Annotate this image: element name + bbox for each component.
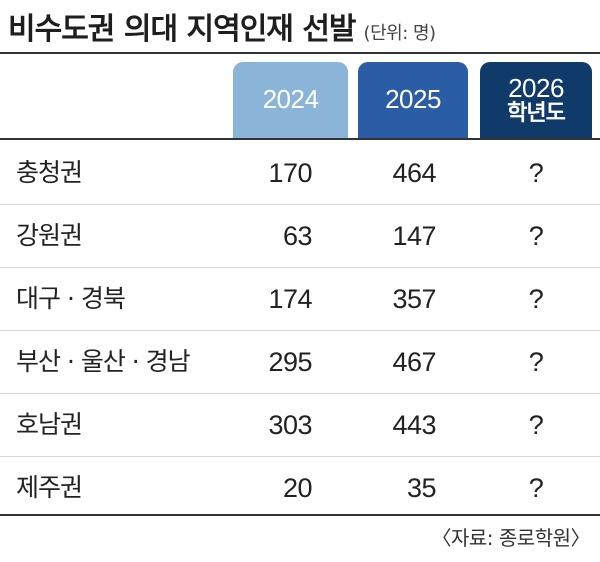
value-2024: 20 [282,473,313,503]
value-2024: 295 [268,347,312,377]
value-2026: ? [528,347,544,377]
value-2024: 63 [282,221,313,251]
unit-label: (단위: 명) [363,23,437,44]
header-divider [0,138,600,140]
table-title: 비수도권 의대 지역인재 선발 [8,12,357,47]
region-label: 호남권 [16,410,83,439]
table-row: 대구 · 경북 174 357 ? [0,268,600,331]
column-sub-2026: 학년도 [507,101,566,127]
region-label: 부산 · 울산 · 경남 [16,347,191,376]
value-2025: 464 [392,158,436,188]
value-2025: 357 [392,284,436,314]
column-year-2025: 2025 [385,84,441,115]
value-2026: ? [528,158,544,188]
bottom-divider [0,514,600,516]
column-header-2024: 2024 [233,62,348,138]
value-2025: 35 [406,473,437,503]
value-2025: 467 [392,347,436,377]
region-label: 대구 · 경북 [16,284,126,313]
value-2026: ? [528,221,544,251]
value-2026: ? [528,284,544,314]
table-row: 제주권 20 35 ? [0,457,600,519]
value-2024: 303 [268,410,312,440]
value-2024: 174 [268,284,312,314]
value-2024: 170 [268,158,312,188]
column-year-2026: 2026 [508,72,564,103]
column-year-2024: 2024 [262,84,319,115]
table-row: 호남권 303 443 ? [0,394,600,457]
table-body: 충청권 170 464 ? 강원권 63 147 ? 대구 · 경북 174 3… [0,142,600,519]
region-label: 강원권 [16,221,83,250]
table-row: 충청권 170 464 ? [0,142,600,205]
top-divider [0,52,600,54]
region-label: 충청권 [16,158,83,187]
value-2025: 147 [392,221,436,251]
source-note: 〈자료: 종로학원〉 [431,526,591,550]
title-row: 비수도권 의대 지역인재 선발 (단위: 명) [8,4,436,48]
value-2026: ? [528,410,544,440]
column-header-2025: 2025 [358,62,468,138]
table-row: 부산 · 울산 · 경남 295 467 ? [0,331,600,394]
value-2025: 443 [392,410,436,440]
region-label: 제주권 [16,473,83,502]
column-header-2026: 2026 학년도 [480,62,592,138]
table-row: 강원권 63 147 ? [0,205,600,268]
value-2026: ? [528,473,544,503]
